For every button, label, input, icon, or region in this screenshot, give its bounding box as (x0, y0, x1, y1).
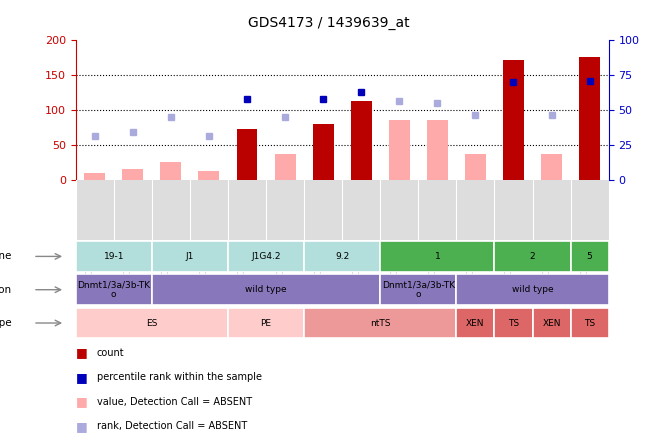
Bar (351, 101, 372, 180)
Bar (199, 171, 219, 180)
Text: wild type: wild type (512, 285, 553, 294)
Text: J1: J1 (186, 252, 194, 261)
Text: ntTS: ntTS (370, 318, 390, 328)
Bar (228, 241, 304, 272)
Text: XEN: XEN (466, 318, 485, 328)
Bar (304, 241, 380, 272)
Bar (274, 154, 295, 180)
Bar (313, 124, 334, 180)
Bar (427, 120, 448, 180)
Bar (494, 241, 570, 272)
Bar (152, 274, 380, 305)
Bar (570, 308, 609, 338)
Text: genotype/variation: genotype/variation (0, 285, 12, 295)
Text: Dnmt1/3a/3b-TK
o: Dnmt1/3a/3b-TK o (77, 280, 150, 299)
Bar (570, 241, 609, 272)
Bar (236, 130, 257, 180)
Bar (152, 241, 228, 272)
Bar (76, 241, 152, 272)
Text: GDS4173 / 1439639_at: GDS4173 / 1439639_at (248, 16, 410, 30)
Text: TS: TS (508, 318, 519, 328)
Text: J1G4.2: J1G4.2 (251, 252, 281, 261)
Bar (84, 173, 105, 180)
Bar (389, 120, 410, 180)
Bar (457, 274, 609, 305)
Text: 19-1: 19-1 (103, 252, 124, 261)
Text: 5: 5 (587, 252, 592, 261)
Bar (228, 308, 304, 338)
Bar (541, 154, 562, 180)
Bar (532, 308, 570, 338)
Bar (494, 308, 532, 338)
Bar (503, 59, 524, 180)
Text: cell line: cell line (0, 251, 12, 262)
Text: percentile rank within the sample: percentile rank within the sample (97, 373, 262, 382)
Text: count: count (97, 348, 124, 358)
Text: TS: TS (584, 318, 595, 328)
Bar (304, 308, 457, 338)
Bar (465, 154, 486, 180)
Bar (76, 308, 228, 338)
Text: rank, Detection Call = ABSENT: rank, Detection Call = ABSENT (97, 421, 247, 431)
Text: ■: ■ (76, 395, 88, 408)
Text: wild type: wild type (245, 285, 287, 294)
Text: 1: 1 (434, 252, 440, 261)
Bar (76, 274, 152, 305)
Bar (579, 57, 600, 180)
Text: XEN: XEN (542, 318, 561, 328)
Text: 9.2: 9.2 (335, 252, 349, 261)
Text: ES: ES (146, 318, 157, 328)
Text: 2: 2 (530, 252, 536, 261)
Text: ■: ■ (76, 346, 88, 360)
Text: ■: ■ (76, 420, 88, 433)
Bar (161, 163, 182, 180)
Text: cell type: cell type (0, 318, 12, 328)
Bar (380, 274, 457, 305)
Bar (457, 308, 494, 338)
Bar (122, 169, 143, 180)
Text: Dnmt1/3a/3b-TK
o: Dnmt1/3a/3b-TK o (382, 280, 455, 299)
Text: value, Detection Call = ABSENT: value, Detection Call = ABSENT (97, 397, 252, 407)
Text: PE: PE (261, 318, 272, 328)
Text: ■: ■ (76, 371, 88, 384)
Bar (380, 241, 494, 272)
